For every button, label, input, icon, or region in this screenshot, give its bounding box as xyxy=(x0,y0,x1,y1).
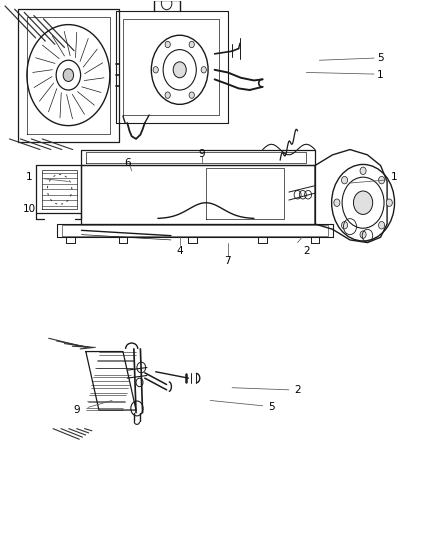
Text: 1: 1 xyxy=(377,70,384,80)
Circle shape xyxy=(353,191,373,214)
Circle shape xyxy=(189,41,194,47)
Circle shape xyxy=(342,222,348,229)
Circle shape xyxy=(63,69,74,82)
Text: 5: 5 xyxy=(268,402,275,413)
Text: 5: 5 xyxy=(377,53,384,63)
Circle shape xyxy=(378,176,385,184)
Text: 4: 4 xyxy=(177,246,183,255)
Circle shape xyxy=(360,167,366,174)
Circle shape xyxy=(334,199,340,206)
Text: 9: 9 xyxy=(198,149,205,159)
Circle shape xyxy=(360,231,366,238)
Circle shape xyxy=(342,176,348,184)
Circle shape xyxy=(378,222,385,229)
Text: 10: 10 xyxy=(22,204,35,214)
Circle shape xyxy=(153,67,158,73)
Text: 1: 1 xyxy=(26,172,32,182)
Circle shape xyxy=(173,62,186,78)
Circle shape xyxy=(165,41,170,47)
Text: 2: 2 xyxy=(303,246,310,255)
Text: 1: 1 xyxy=(390,172,397,182)
Circle shape xyxy=(386,199,392,206)
Circle shape xyxy=(165,92,170,98)
Circle shape xyxy=(189,92,194,98)
Text: 2: 2 xyxy=(294,385,301,395)
Text: 9: 9 xyxy=(74,405,81,415)
Text: 6: 6 xyxy=(124,158,131,168)
Circle shape xyxy=(201,67,206,73)
Text: 7: 7 xyxy=(224,256,231,266)
